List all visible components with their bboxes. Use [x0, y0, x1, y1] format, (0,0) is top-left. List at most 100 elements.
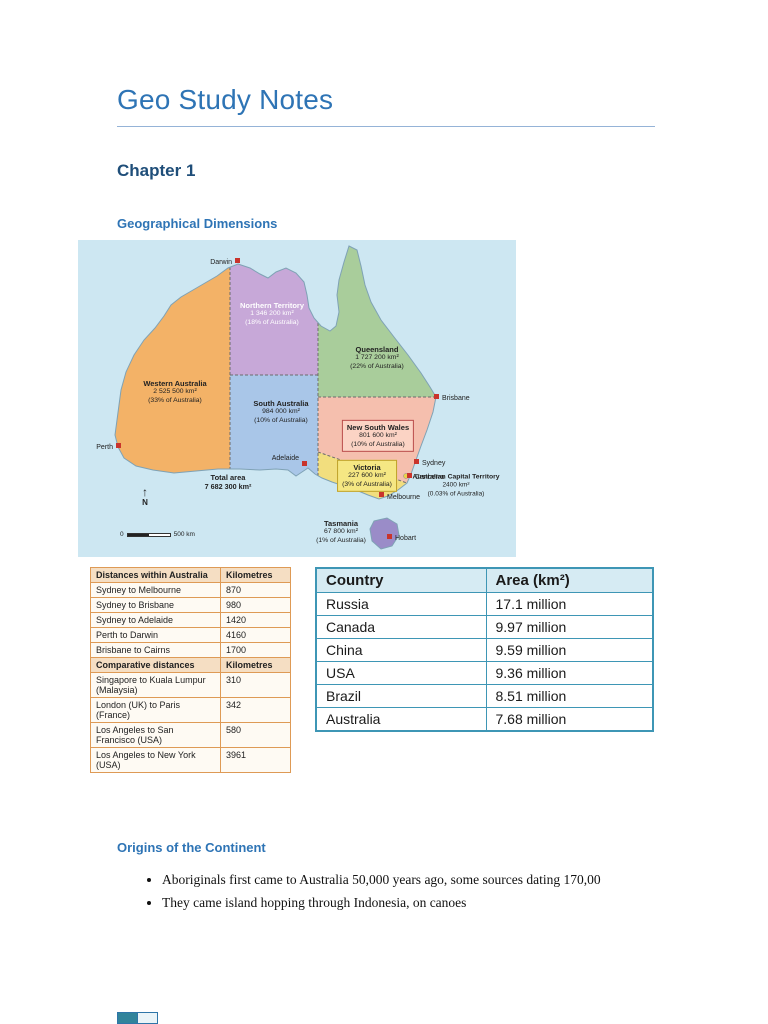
country-area-table: Country Area (km²) Russia 17.1 million C…: [315, 567, 654, 732]
route-cell: Sydney to Adelaide: [90, 612, 221, 628]
table-row: Los Angeles to New York (USA) 3961: [90, 747, 291, 773]
table-row: Sydney to Adelaide 1420: [90, 612, 291, 628]
table-row: Brisbane to Cairns 1700: [90, 642, 291, 658]
route-cell: Los Angeles to New York (USA): [90, 747, 221, 773]
area-cell: 17.1 million: [485, 592, 654, 616]
city-marker-canberra: [407, 473, 412, 478]
next-page-table-cell: [118, 1013, 138, 1023]
label-tasmania: Tasmania 67 800 km² (1% of Australia): [316, 518, 366, 544]
state-tasmania: [370, 518, 399, 549]
table-row: Sydney to Brisbane 980: [90, 597, 291, 613]
section-heading-geographical-dimensions: Geographical Dimensions: [117, 216, 278, 231]
km-cell: 310: [220, 672, 291, 698]
city-marker-perth: [116, 443, 121, 448]
route-cell: Brisbane to Cairns: [90, 642, 221, 658]
header-cell: Country: [315, 567, 487, 593]
route-cell: Sydney to Brisbane: [90, 597, 221, 613]
route-cell: Los Angeles to San Francisco (USA): [90, 722, 221, 748]
distances-header-row: Distances within Australia Kilometres: [90, 567, 291, 583]
country-header-row: Country Area (km²): [315, 567, 654, 593]
comparative-header-row: Comparative distances Kilometres: [90, 657, 291, 673]
city-label-hobart: Hobart: [395, 535, 416, 542]
state-western-australia: [115, 267, 230, 473]
km-cell: 4160: [220, 627, 291, 643]
chapter-heading: Chapter 1: [117, 161, 196, 180]
area-cell: 9.36 million: [485, 661, 654, 685]
table-row: Brazil 8.51 million: [315, 684, 654, 708]
country-cell: Russia: [315, 592, 487, 616]
route-cell: Sydney to Melbourne: [90, 582, 221, 598]
country-cell: Canada: [315, 615, 487, 639]
state-northern-territory: [230, 264, 318, 375]
label-victoria: Victoria 227 600 km² (3% of Australia): [337, 459, 397, 493]
label-western-australia: Western Australia 2 525 500 km² (33% of …: [143, 378, 207, 404]
area-cell: 9.59 million: [485, 638, 654, 662]
city-label-perth: Perth: [96, 444, 113, 451]
label-act: Australian Capital Territory 2400 km² (0…: [412, 473, 500, 498]
scale-bar: 0 500 km: [120, 531, 195, 538]
origins-bullet-list: Aboriginals first came to Australia 50,0…: [137, 871, 652, 917]
table-row: USA 9.36 million: [315, 661, 654, 685]
header-cell: Area (km²): [485, 567, 654, 593]
header-cell: Distances within Australia: [90, 567, 221, 583]
city-marker-hobart: [387, 534, 392, 539]
table-row: Russia 17.1 million: [315, 592, 654, 616]
km-cell: 980: [220, 597, 291, 613]
page-title: Geo Study Notes: [117, 84, 655, 127]
label-queensland: Queensland 1 727 200 km² (22% of Austral…: [350, 344, 404, 370]
next-page-table-edge: [117, 1012, 158, 1024]
australia-map-figure: Darwin Brisbane Perth Adelaide Sydney Ca…: [78, 240, 516, 557]
km-cell: 1700: [220, 642, 291, 658]
table-row: Singapore to Kuala Lumpur (Malaysia) 310: [90, 672, 291, 698]
header-cell: Kilometres: [220, 657, 291, 673]
city-marker-adelaide: [302, 461, 307, 466]
state-border-lines: [229, 267, 436, 484]
country-cell: China: [315, 638, 487, 662]
section-heading-origins: Origins of the Continent: [117, 840, 266, 855]
list-item: They came island hopping through Indones…: [162, 894, 652, 913]
australia-map-svg: Darwin Brisbane Perth Adelaide Sydney Ca…: [96, 245, 470, 550]
country-cell: USA: [315, 661, 487, 685]
header-cell: Kilometres: [220, 567, 291, 583]
city-label-melbourne: Melbourne: [387, 494, 420, 501]
route-cell: Singapore to Kuala Lumpur (Malaysia): [90, 672, 221, 698]
km-cell: 580: [220, 722, 291, 748]
city-label-darwin: Darwin: [210, 259, 232, 266]
km-cell: 870: [220, 582, 291, 598]
coastline: [114, 245, 437, 500]
area-cell: 7.68 million: [485, 707, 654, 732]
city-label-sydney: Sydney: [422, 460, 446, 467]
state-south-australia: [230, 375, 318, 476]
table-row: Canada 9.97 million: [315, 615, 654, 639]
table-row: Australia 7.68 million: [315, 707, 654, 732]
area-cell: 8.51 million: [485, 684, 654, 708]
route-cell: London (UK) to Paris (France): [90, 697, 221, 723]
label-new-south-wales: New South Wales 801 600 km² (10% of Aust…: [341, 419, 415, 453]
city-marker-melbourne: [379, 492, 384, 497]
table-row: London (UK) to Paris (France) 342: [90, 697, 291, 723]
list-item: Aboriginals first came to Australia 50,0…: [162, 871, 652, 890]
table-row: Sydney to Melbourne 870: [90, 582, 291, 598]
label-south-australia: South Australia 984 000 km² (10% of Aust…: [253, 398, 309, 424]
label-total-area: Total area 7 682 300 km²: [204, 472, 252, 492]
tasmania-coastline: [369, 517, 400, 550]
country-cell: Brazil: [315, 684, 487, 708]
next-page-table-cell: [138, 1013, 157, 1023]
table-row: Perth to Darwin 4160: [90, 627, 291, 643]
km-cell: 342: [220, 697, 291, 723]
scale-bar-segments: [126, 532, 171, 537]
table-row: China 9.59 million: [315, 638, 654, 662]
table-row: Los Angeles to San Francisco (USA) 580: [90, 722, 291, 748]
distances-table: Distances within Australia Kilometres Sy…: [90, 567, 291, 773]
north-arrow-icon: ↑: [142, 485, 148, 499]
header-cell: Comparative distances: [90, 657, 221, 673]
km-cell: 1420: [220, 612, 291, 628]
route-cell: Perth to Darwin: [90, 627, 221, 643]
state-queensland: [318, 246, 436, 397]
city-marker-brisbane: [434, 394, 439, 399]
north-arrow: ↑ N: [136, 486, 154, 507]
country-cell: Australia: [315, 707, 487, 732]
city-label-adelaide: Adelaide: [272, 455, 299, 462]
label-northern-territory: Northern Territory 1 346 200 km² (18% of…: [239, 300, 305, 326]
